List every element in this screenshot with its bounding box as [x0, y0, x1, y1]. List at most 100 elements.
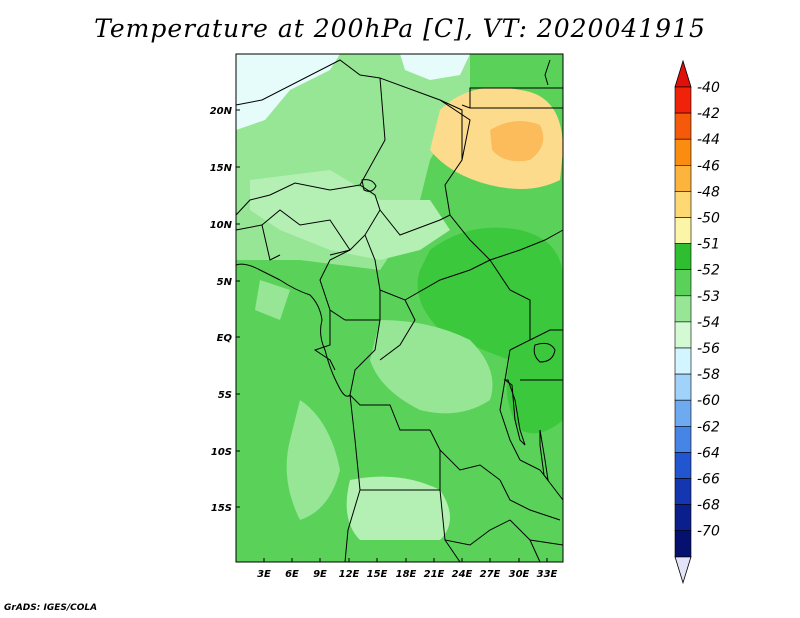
colorbar-label: -51: [697, 237, 720, 253]
border-lake-chad: [329, 184, 381, 256]
colorbar-swatch: [674, 191, 692, 218]
latitude-axis: 20N 15N 10N 5N EQ 5S 10S 15S: [210, 106, 233, 514]
colorbar-label: -66: [697, 472, 720, 488]
temperature-field: [236, 54, 563, 562]
latitude-ticks: [236, 109, 240, 508]
lon-tick-label: 18E: [396, 569, 417, 580]
field-south-light: [286, 400, 340, 520]
border-drc-north: [379, 299, 416, 361]
colorbar-swatch: [674, 452, 692, 479]
colorbar-top-arrow: [674, 59, 692, 88]
border-zambia-1: [519, 459, 564, 501]
field-hot-core: [490, 121, 544, 162]
colorbar-label: -53: [697, 289, 720, 305]
border-coast-west-2: [279, 279, 351, 397]
border-lake-victoria: [533, 342, 556, 363]
colorbar-swatch: [674, 321, 692, 349]
lat-tick-label: 20N: [210, 106, 233, 117]
colorbar-swatch: [674, 295, 692, 323]
colorbar-swatch: [674, 425, 692, 453]
colorbar-swatch: [674, 347, 692, 375]
colorbar: -40 -42 -44 -46 -48 -50 -51 -52 -53 -54 -56 -58 -60 -…: [674, 59, 720, 585]
border-lake-chad-outline: [361, 179, 377, 192]
colorbar-label: -56: [697, 341, 720, 357]
country-borders: [235, 59, 564, 563]
lat-tick-label: 10N: [210, 220, 233, 231]
border-great-lakes-2: [529, 329, 563, 341]
colorbar-label: -54: [697, 315, 720, 331]
border-zambia-2: [499, 479, 561, 521]
lat-tick-label: 5N: [217, 277, 233, 288]
lon-tick-label: 24E: [452, 569, 473, 580]
lat-tick-label: 15N: [210, 163, 233, 174]
colorbar-label: -50: [697, 211, 720, 227]
colorbar-label: -62: [697, 419, 720, 435]
lon-tick-label: 33E: [537, 569, 558, 580]
lat-tick-label: 10S: [211, 447, 232, 458]
grads-credit: GrADS: IGES/COLA: [4, 603, 98, 613]
colorbar-label: -40: [697, 80, 720, 96]
field-light-central: [250, 170, 450, 260]
colorbar-swatch: [674, 373, 692, 401]
border-lake-tanganyika: [503, 379, 526, 446]
lon-tick-label: 21E: [424, 569, 445, 580]
border-south-1: [444, 539, 461, 563]
border-drc-east: [489, 259, 531, 351]
colorbar-swatch: [674, 112, 692, 140]
field-angola-light: [346, 476, 450, 540]
colorbar-swatch: [674, 530, 692, 558]
map-title: Temperature at 200hPa [C], VT: 202004191…: [94, 14, 706, 43]
border-angola-south: [360, 489, 511, 546]
border-congo-2: [349, 319, 381, 396]
colorbar-swatch: [674, 478, 692, 505]
colorbar-bottom-arrow: [674, 556, 692, 585]
border-lake-malawi: [539, 429, 549, 482]
colorbar-label: -58: [697, 367, 720, 383]
border-coast-west-1: [235, 263, 281, 281]
border-chad-sudan: [439, 99, 463, 160]
colorbar-swatch: [674, 217, 692, 244]
colorbar-swatch: [674, 138, 692, 166]
border-north-1: [235, 59, 381, 106]
plot-frame: [235, 53, 564, 563]
colorbar-label: -44: [697, 132, 720, 148]
border-north-3: [235, 77, 386, 216]
border-coast-west-3: [544, 59, 551, 86]
colorbar-swatch: [674, 504, 692, 532]
lat-tick-label: 5S: [218, 390, 232, 401]
lon-tick-label: 9E: [313, 569, 327, 580]
lon-tick-label: 6E: [285, 569, 299, 580]
field-west-light-strip: [255, 280, 290, 320]
colorbar-swatch: [674, 243, 692, 271]
border-congo-1: [313, 310, 336, 371]
colorbar-swatch: [674, 86, 692, 114]
colorbar-swatch: [674, 165, 692, 192]
border-great-lakes-1: [499, 349, 521, 461]
field-northeast-pale: [400, 54, 470, 80]
border-south-3: [529, 539, 541, 563]
colorbar-label: -70: [697, 524, 720, 540]
colorbar-swatch: [674, 399, 692, 427]
colorbar-swatch: [674, 269, 692, 297]
border-nigeria-2: [261, 209, 351, 251]
lon-tick-label: 30E: [509, 569, 530, 580]
longitude-ticks: [263, 558, 548, 562]
lon-tick-label: 27E: [480, 569, 501, 580]
lon-tick-label: 12E: [339, 569, 360, 580]
colorbar-label: -52: [697, 263, 720, 279]
lat-tick-label: EQ: [217, 333, 233, 344]
border-libya: [469, 87, 563, 108]
border-cameroon-1: [319, 249, 351, 321]
border-car-1: [379, 209, 451, 236]
border-nigeria-1: [235, 224, 281, 261]
colorbar-label: -68: [697, 498, 720, 514]
lat-tick-label: 15S: [211, 503, 232, 514]
colorbar-label: -48: [697, 184, 720, 200]
border-drc-south: [429, 429, 501, 481]
colorbar-label: -64: [697, 445, 720, 461]
colorbar-label: -60: [697, 393, 720, 409]
lon-tick-label: 3E: [257, 569, 271, 580]
colorbar-label: -42: [697, 106, 720, 122]
border-drc-west: [349, 394, 430, 431]
